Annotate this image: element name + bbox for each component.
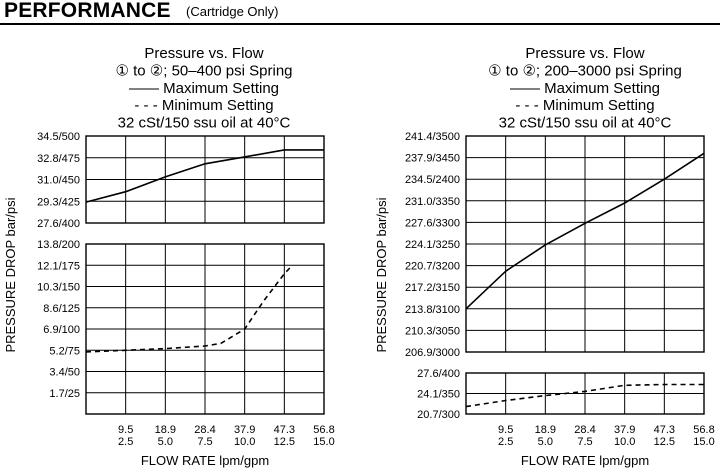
x-tick-label-lpm: 56.8 xyxy=(313,424,334,436)
x-axis-label: FLOW RATE lpm/gpm xyxy=(141,453,269,468)
plot-panel-1: 34.5/500 32.8/475 31.0/450 29.3/425 27.6/400 xyxy=(37,131,325,230)
x-tick-label-lpm: 18.9 xyxy=(535,424,556,436)
chart-title-line: —— Maximum Setting xyxy=(129,80,279,97)
y-tick-label: 5.2/75 xyxy=(49,345,80,357)
chart-title-line: 32 cSt/150 ssu oil at 40°C xyxy=(118,115,291,132)
x-tick-label-gpm: 10.0 xyxy=(614,436,635,448)
plot-frame xyxy=(85,135,325,224)
y-tick-label: 6.9/100 xyxy=(43,324,80,336)
x-tick-label-lpm: 37.9 xyxy=(614,424,635,436)
x-tick-label-gpm: 7.5 xyxy=(197,436,212,448)
plot-panel-1: 241.4/3500 237.9/3450 234.5/2400 231.0/3350… xyxy=(405,131,705,359)
chart-title-line: Pressure vs. Flow xyxy=(525,45,644,62)
x-tick-label-lpm: 37.9 xyxy=(234,424,255,436)
x-tick-label-lpm: 56.8 xyxy=(693,424,714,436)
y-tick-label: 217.2/3150 xyxy=(405,282,460,294)
x-tick-label-lpm: 9.5 xyxy=(498,424,513,436)
x-tick-label-gpm: 12.5 xyxy=(274,436,295,448)
chart-title-line: - - - Minimum Setting xyxy=(134,97,273,114)
header-rule xyxy=(0,23,720,25)
chart-title-line: ① to ②; 200–3000 psi Spring xyxy=(488,62,682,79)
chart-title-line: —— Maximum Setting xyxy=(510,80,660,97)
y-tick-label: 24.1/350 xyxy=(417,389,460,401)
x-tick-label-gpm: 2.5 xyxy=(118,436,133,448)
y-tick-label: 224.1/3250 xyxy=(405,239,460,251)
page-title: PERFORMANCE xyxy=(4,0,171,22)
y-tick-label: 206.9/3000 xyxy=(405,347,460,359)
x-tick-label-lpm: 28.4 xyxy=(194,424,215,436)
minimum-setting-line xyxy=(85,264,293,353)
page-subtitle: (Cartridge Only) xyxy=(186,4,279,19)
chart-title-line: - - - Minimum Setting xyxy=(515,97,654,114)
y-tick-label: 237.9/3450 xyxy=(405,153,460,165)
x-tick-label-gpm: 2.5 xyxy=(498,436,513,448)
x-tick-label-lpm: 9.5 xyxy=(118,424,133,436)
x-tick-label-lpm: 47.3 xyxy=(654,424,675,436)
plot-panel-2: 13.8/200 12.1/175 10.3/150 8.6/125 6.9/100 5.… xyxy=(37,239,325,415)
y-tick-label: 231.0/3350 xyxy=(405,196,460,208)
plot-panel-2: 27.6/400 24.1/350 20.7/300 xyxy=(417,368,705,421)
x-tick-label-gpm: 10.0 xyxy=(234,436,255,448)
x-tick-label-gpm: 15.0 xyxy=(693,436,714,448)
x-tick-label-lpm: 18.9 xyxy=(155,424,176,436)
y-tick-label: 34.5/500 xyxy=(37,131,80,143)
minimum-setting-line xyxy=(465,383,704,408)
y-tick-label: 27.6/400 xyxy=(37,218,80,230)
x-tick-label-gpm: 5.0 xyxy=(158,436,173,448)
y-tick-label: 20.7/300 xyxy=(417,409,460,421)
y-tick-label: 10.3/150 xyxy=(37,282,80,294)
y-tick-label: 210.3/3050 xyxy=(405,325,460,337)
y-tick-label: 1.7/25 xyxy=(49,388,80,400)
maximum-setting-line xyxy=(465,152,705,310)
chart-title-line: 32 cSt/150 ssu oil at 40°C xyxy=(499,115,672,132)
page-header: PERFORMANCE (Cartridge Only) xyxy=(0,0,720,25)
plot-frame xyxy=(465,135,705,353)
y-tick-label: 213.8/3100 xyxy=(405,304,460,316)
y-tick-label: 234.5/2400 xyxy=(405,174,460,186)
x-tick-label-gpm: 7.5 xyxy=(577,436,592,448)
y-tick-label: 12.1/175 xyxy=(37,260,80,272)
chart-title-line: ① to ②; 50–400 psi Spring xyxy=(116,62,293,79)
chart-title-line: Pressure vs. Flow xyxy=(144,45,263,62)
y-tick-label: 31.0/450 xyxy=(37,175,80,187)
x-tick-label-gpm: 5.0 xyxy=(538,436,553,448)
y-tick-label: 29.3/425 xyxy=(37,196,80,208)
x-tick-label-lpm: 28.4 xyxy=(574,424,595,436)
y-tick-label: 27.6/400 xyxy=(417,368,460,380)
y-tick-label: 227.6/3300 xyxy=(405,217,460,229)
y-tick-label: 32.8/475 xyxy=(37,153,80,165)
y-tick-label: 13.8/200 xyxy=(37,239,80,251)
maximum-setting-line xyxy=(85,149,324,203)
x-axis-label: FLOW RATE lpm/gpm xyxy=(521,453,649,468)
y-tick-label: 241.4/3500 xyxy=(405,131,460,143)
y-axis-label: PRESSURE DROP bar/psi xyxy=(3,197,18,352)
plot-frame xyxy=(85,243,325,415)
y-tick-label: 3.4/50 xyxy=(49,367,80,379)
y-tick-label: 8.6/125 xyxy=(43,303,80,315)
x-tick-label-lpm: 47.3 xyxy=(274,424,295,436)
plot-frame xyxy=(465,372,705,415)
x-tick-label-gpm: 15.0 xyxy=(313,436,334,448)
x-tick-label-gpm: 12.5 xyxy=(654,436,675,448)
y-axis-label: PRESSURE DROP bar/psi xyxy=(374,197,389,352)
y-tick-label: 220.7/3200 xyxy=(405,261,460,273)
